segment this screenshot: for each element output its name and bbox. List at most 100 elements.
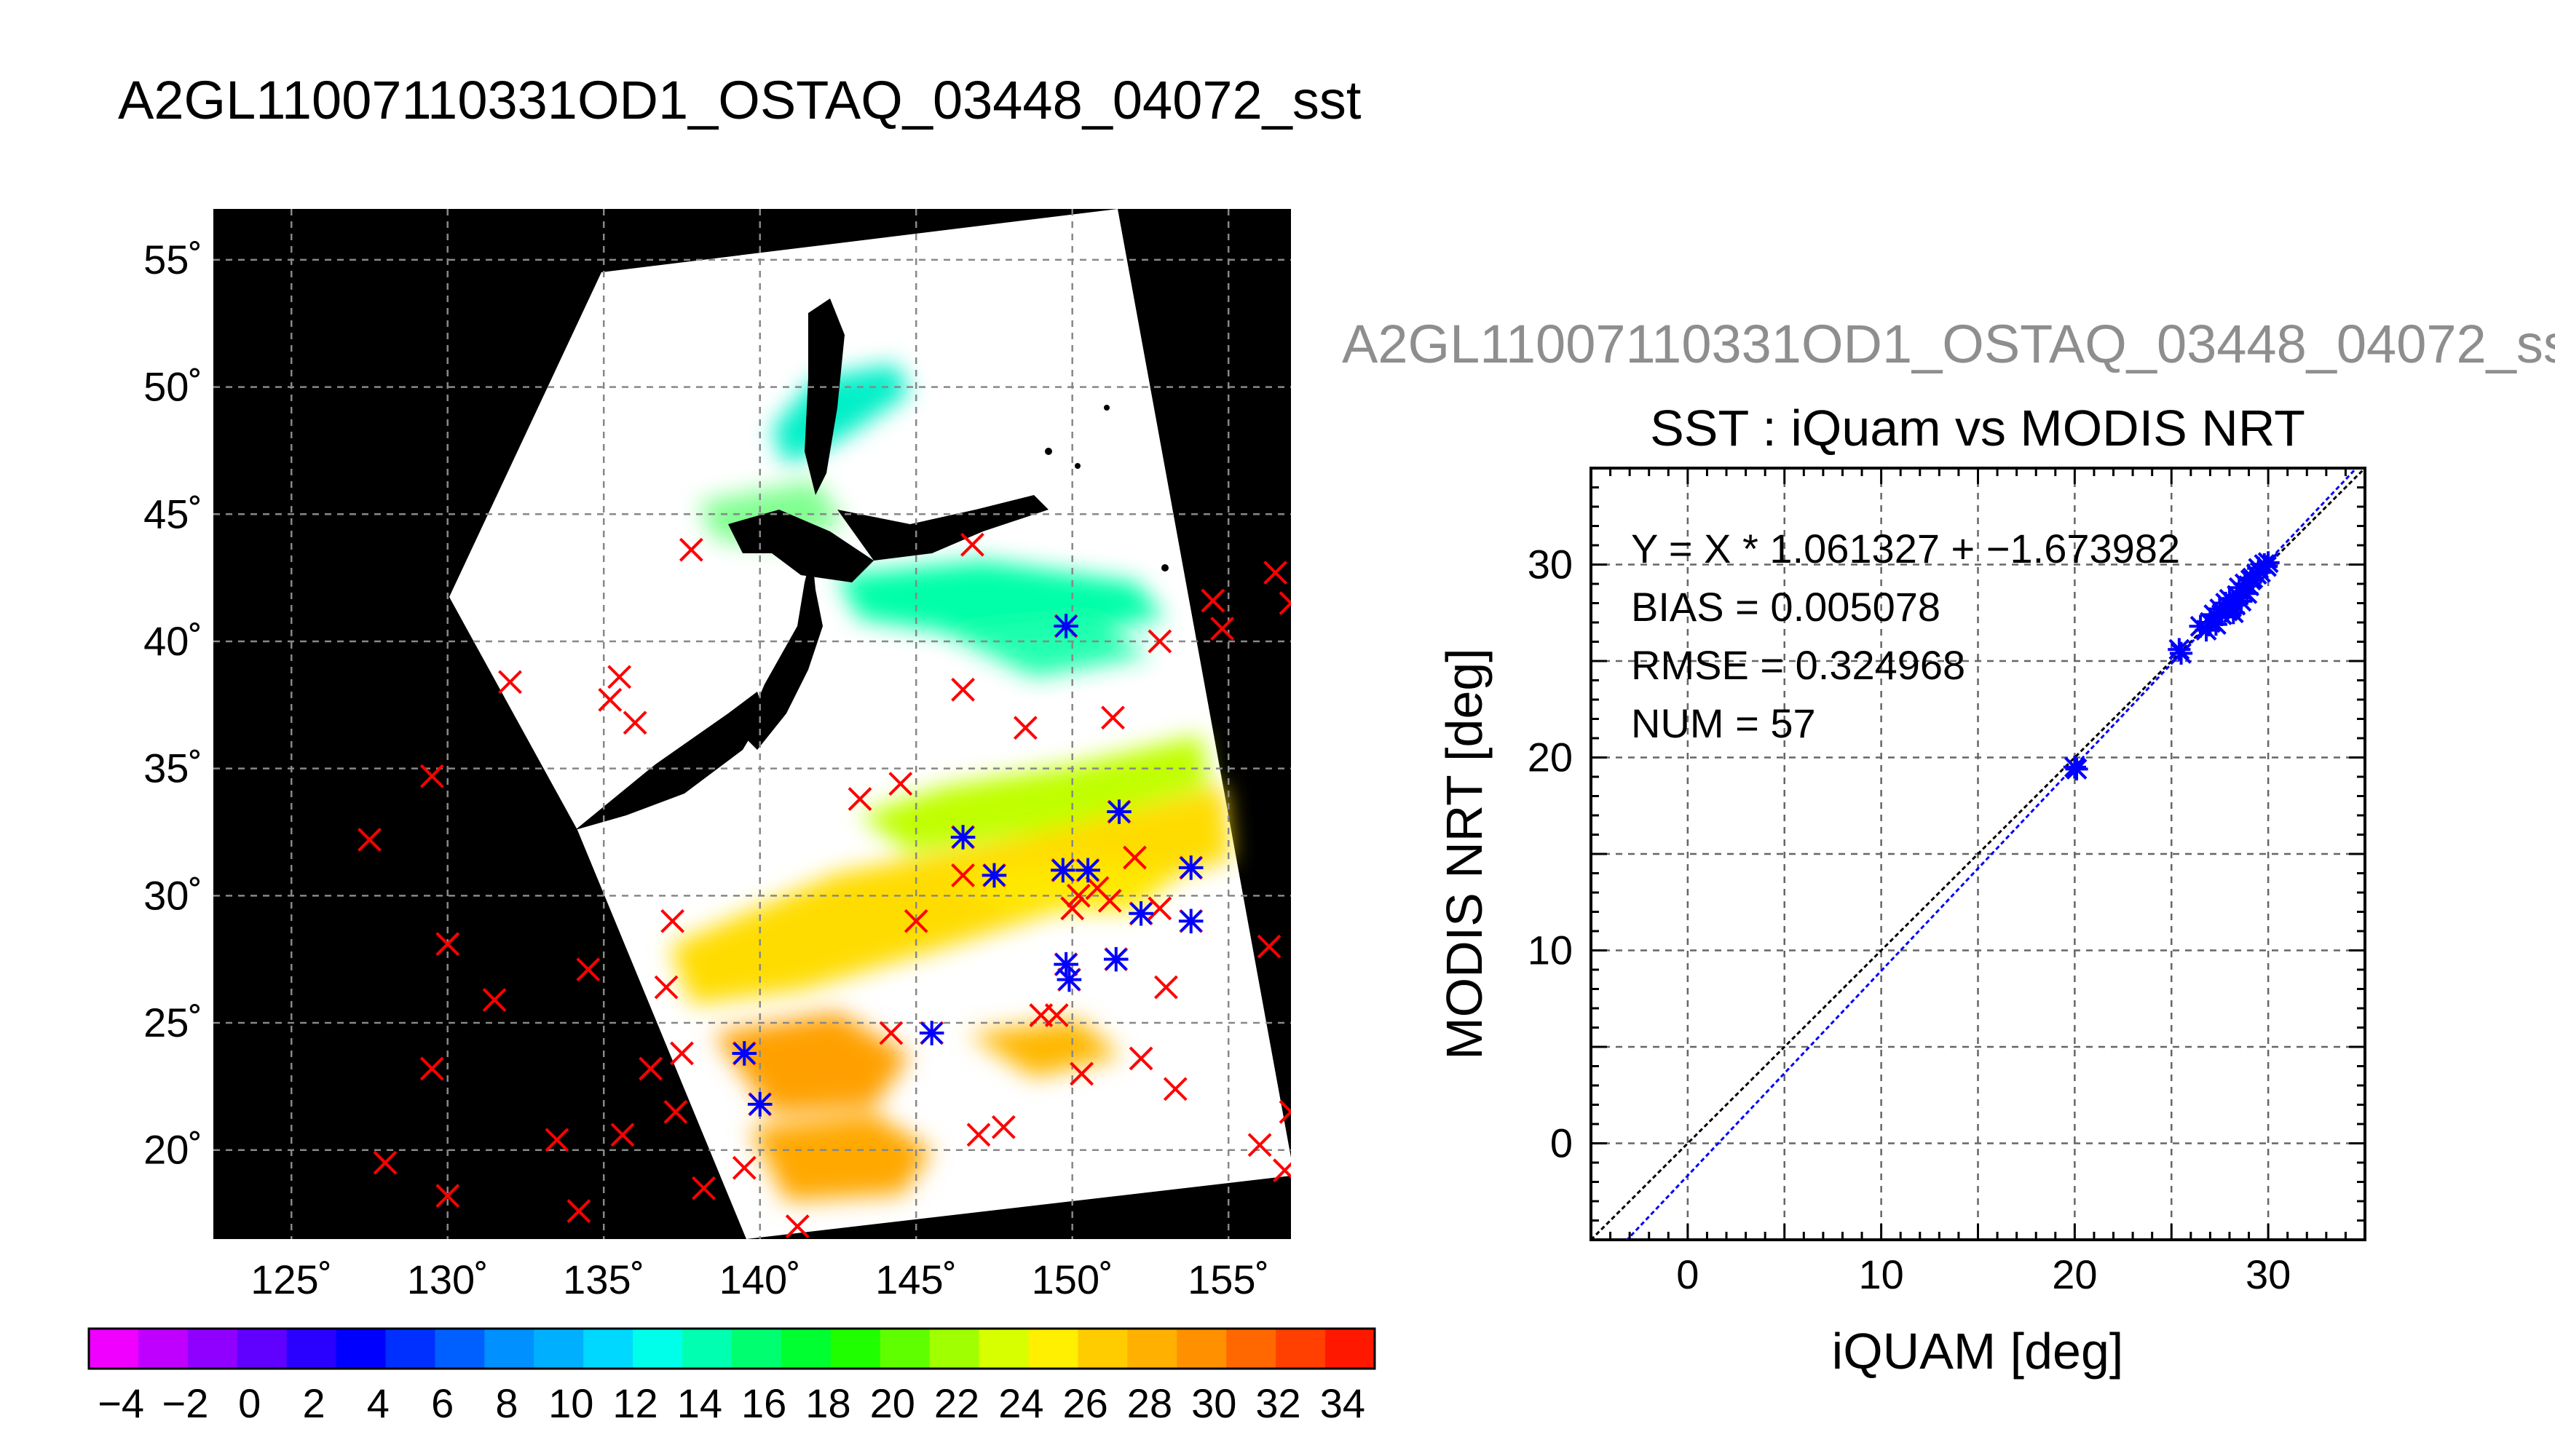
insitu-marker <box>1201 588 1225 613</box>
insitu-marker <box>1279 591 1291 615</box>
colorbar-tick-label: 2 <box>302 1380 325 1426</box>
map-y-tick-label: 35˚ <box>143 745 202 791</box>
colorbar-tick-label: 6 <box>431 1380 454 1426</box>
matched-marker <box>732 1041 757 1066</box>
colorbar-cell <box>286 1329 337 1369</box>
scatter-title: SST : iQuam vs MODIS NRT <box>1650 400 2305 456</box>
matched-marker <box>747 1092 773 1117</box>
map-y-tick-label: 40˚ <box>143 618 202 664</box>
colorbar-tick-label: 30 <box>1191 1380 1236 1426</box>
insitu-marker <box>654 975 679 1000</box>
insitu-marker <box>670 1041 694 1066</box>
colorbar-cell <box>1276 1329 1327 1369</box>
scatter-annotation: BIAS = 0.005078 <box>1631 584 1940 630</box>
insitu-marker <box>904 909 928 933</box>
insitu-marker <box>966 1123 991 1147</box>
insitu-marker <box>1097 888 1122 913</box>
sst-map: 125˚ 130˚ 135˚ 140˚ 145˚ 150˚ 155˚ 20˚ 25˚ 30˚ 35… <box>143 209 1291 1302</box>
map-y-tick-label: 50˚ <box>143 364 202 410</box>
colorbar-cell <box>979 1329 1030 1369</box>
insitu-marker <box>663 1099 688 1124</box>
colorbar-tick-label: −2 <box>162 1380 209 1426</box>
scatter-y-tick-label: 0 <box>1550 1120 1573 1166</box>
colorbar-cell <box>484 1329 535 1369</box>
insitu-marker <box>1247 1133 1272 1158</box>
matched-marker <box>919 1021 944 1045</box>
insitu-marker <box>848 787 872 811</box>
matched-marker <box>1054 614 1078 638</box>
map-x-tick-label: 150˚ <box>1032 1257 1113 1302</box>
map-x-tick-label: 155˚ <box>1188 1257 1269 1302</box>
colorbar-cell <box>732 1329 782 1369</box>
insitu-marker <box>1013 716 1038 740</box>
insitu-marker <box>1060 896 1085 921</box>
colorbar: −4 −2 0 2 4 6 8 10 12 14 16 18 20 22 24 26 28 30 32 34 <box>87 1327 1376 1426</box>
colorbar-cell <box>682 1329 732 1369</box>
insitu-marker <box>498 670 522 695</box>
colorbar-cell <box>781 1329 832 1369</box>
fit-line <box>1625 468 2358 1240</box>
colorbar-tick-label: 16 <box>741 1380 786 1426</box>
colorbar-cell <box>1177 1329 1228 1369</box>
colorbar-cell <box>1078 1329 1129 1369</box>
scatter-x-tick-label: 0 <box>1676 1251 1699 1297</box>
insitu-marker <box>1263 561 1287 585</box>
map-x-ticks: 125˚ 130˚ 135˚ 140˚ 145˚ 150˚ 155˚ <box>250 1257 1269 1302</box>
insitu-marker <box>1210 617 1235 641</box>
colorbar-frame <box>87 1327 1376 1370</box>
colorbar-cell <box>385 1329 436 1369</box>
insitu-marker <box>1070 1061 1094 1086</box>
map-y-tick-label: 45˚ <box>143 491 202 537</box>
insitu-marker <box>1066 883 1091 908</box>
insitu-marker <box>1101 705 1125 730</box>
scatter-x-tick-label: 10 <box>1858 1251 1903 1297</box>
colorbar-tick-label: 34 <box>1320 1380 1365 1426</box>
map-x-tick-label: 140˚ <box>719 1257 801 1302</box>
insitu-marker <box>679 537 703 562</box>
colorbar-cell <box>336 1329 387 1369</box>
colorbar-tick-label: 28 <box>1127 1380 1172 1426</box>
map-x-tick-label: 125˚ <box>250 1257 332 1302</box>
matched-marker <box>1107 799 1132 824</box>
colorbar-cell <box>1226 1329 1277 1369</box>
matched-marker <box>950 825 976 850</box>
matched-marker <box>1178 855 1204 880</box>
colorbar-tick-label: 26 <box>1063 1380 1108 1426</box>
insitu-marker <box>1163 1077 1188 1101</box>
insitu-marker <box>1129 1046 1153 1071</box>
colorbar-tick-label: 10 <box>548 1380 593 1426</box>
matched-marker <box>982 863 1007 888</box>
insitu-marker <box>1123 845 1147 870</box>
insitu-marker <box>545 1128 569 1152</box>
insitu-marker <box>607 665 632 689</box>
colorbar-tick-label: 14 <box>677 1380 722 1426</box>
colorbar-tick-label: 18 <box>805 1380 850 1426</box>
insitu-marker <box>1153 975 1178 1000</box>
insitu-marker <box>991 1115 1016 1139</box>
insitu-marker <box>1273 1158 1291 1183</box>
colorbar-cell <box>1127 1329 1178 1369</box>
matched-marker <box>1178 909 1204 934</box>
colorbar-cell <box>1325 1329 1375 1369</box>
scatter-annotations: Y = X * 1.061327 + −1.673982 BIAS = 0.005… <box>1631 526 2180 746</box>
insitu-marker <box>358 828 382 852</box>
y-axis-label: MODIS NRT [deg] <box>1436 648 1493 1059</box>
scatter-point <box>2168 638 2191 661</box>
map-x-tick-label: 130˚ <box>407 1257 489 1302</box>
scatter-ticks: 0 10 20 30 0 10 20 30 <box>1528 467 2366 1297</box>
map-x-tick-label: 145˚ <box>875 1257 957 1302</box>
scatter-points <box>2063 551 2280 780</box>
matched-markers <box>732 614 1204 1117</box>
colorbar-cell <box>138 1329 189 1369</box>
colorbar-tick-label: 24 <box>998 1380 1043 1426</box>
scatter-point <box>2256 551 2280 574</box>
insitu-marker <box>960 532 984 557</box>
scatter-y-tick-label: 10 <box>1528 927 1573 973</box>
insitu-marker <box>660 909 685 933</box>
scatter-x-tick-label: 30 <box>2246 1251 2291 1297</box>
cloud-specks <box>1045 405 1169 571</box>
insitu-marker <box>639 1056 663 1081</box>
colorbar-cell <box>435 1329 486 1369</box>
map-grid <box>213 209 1291 1239</box>
